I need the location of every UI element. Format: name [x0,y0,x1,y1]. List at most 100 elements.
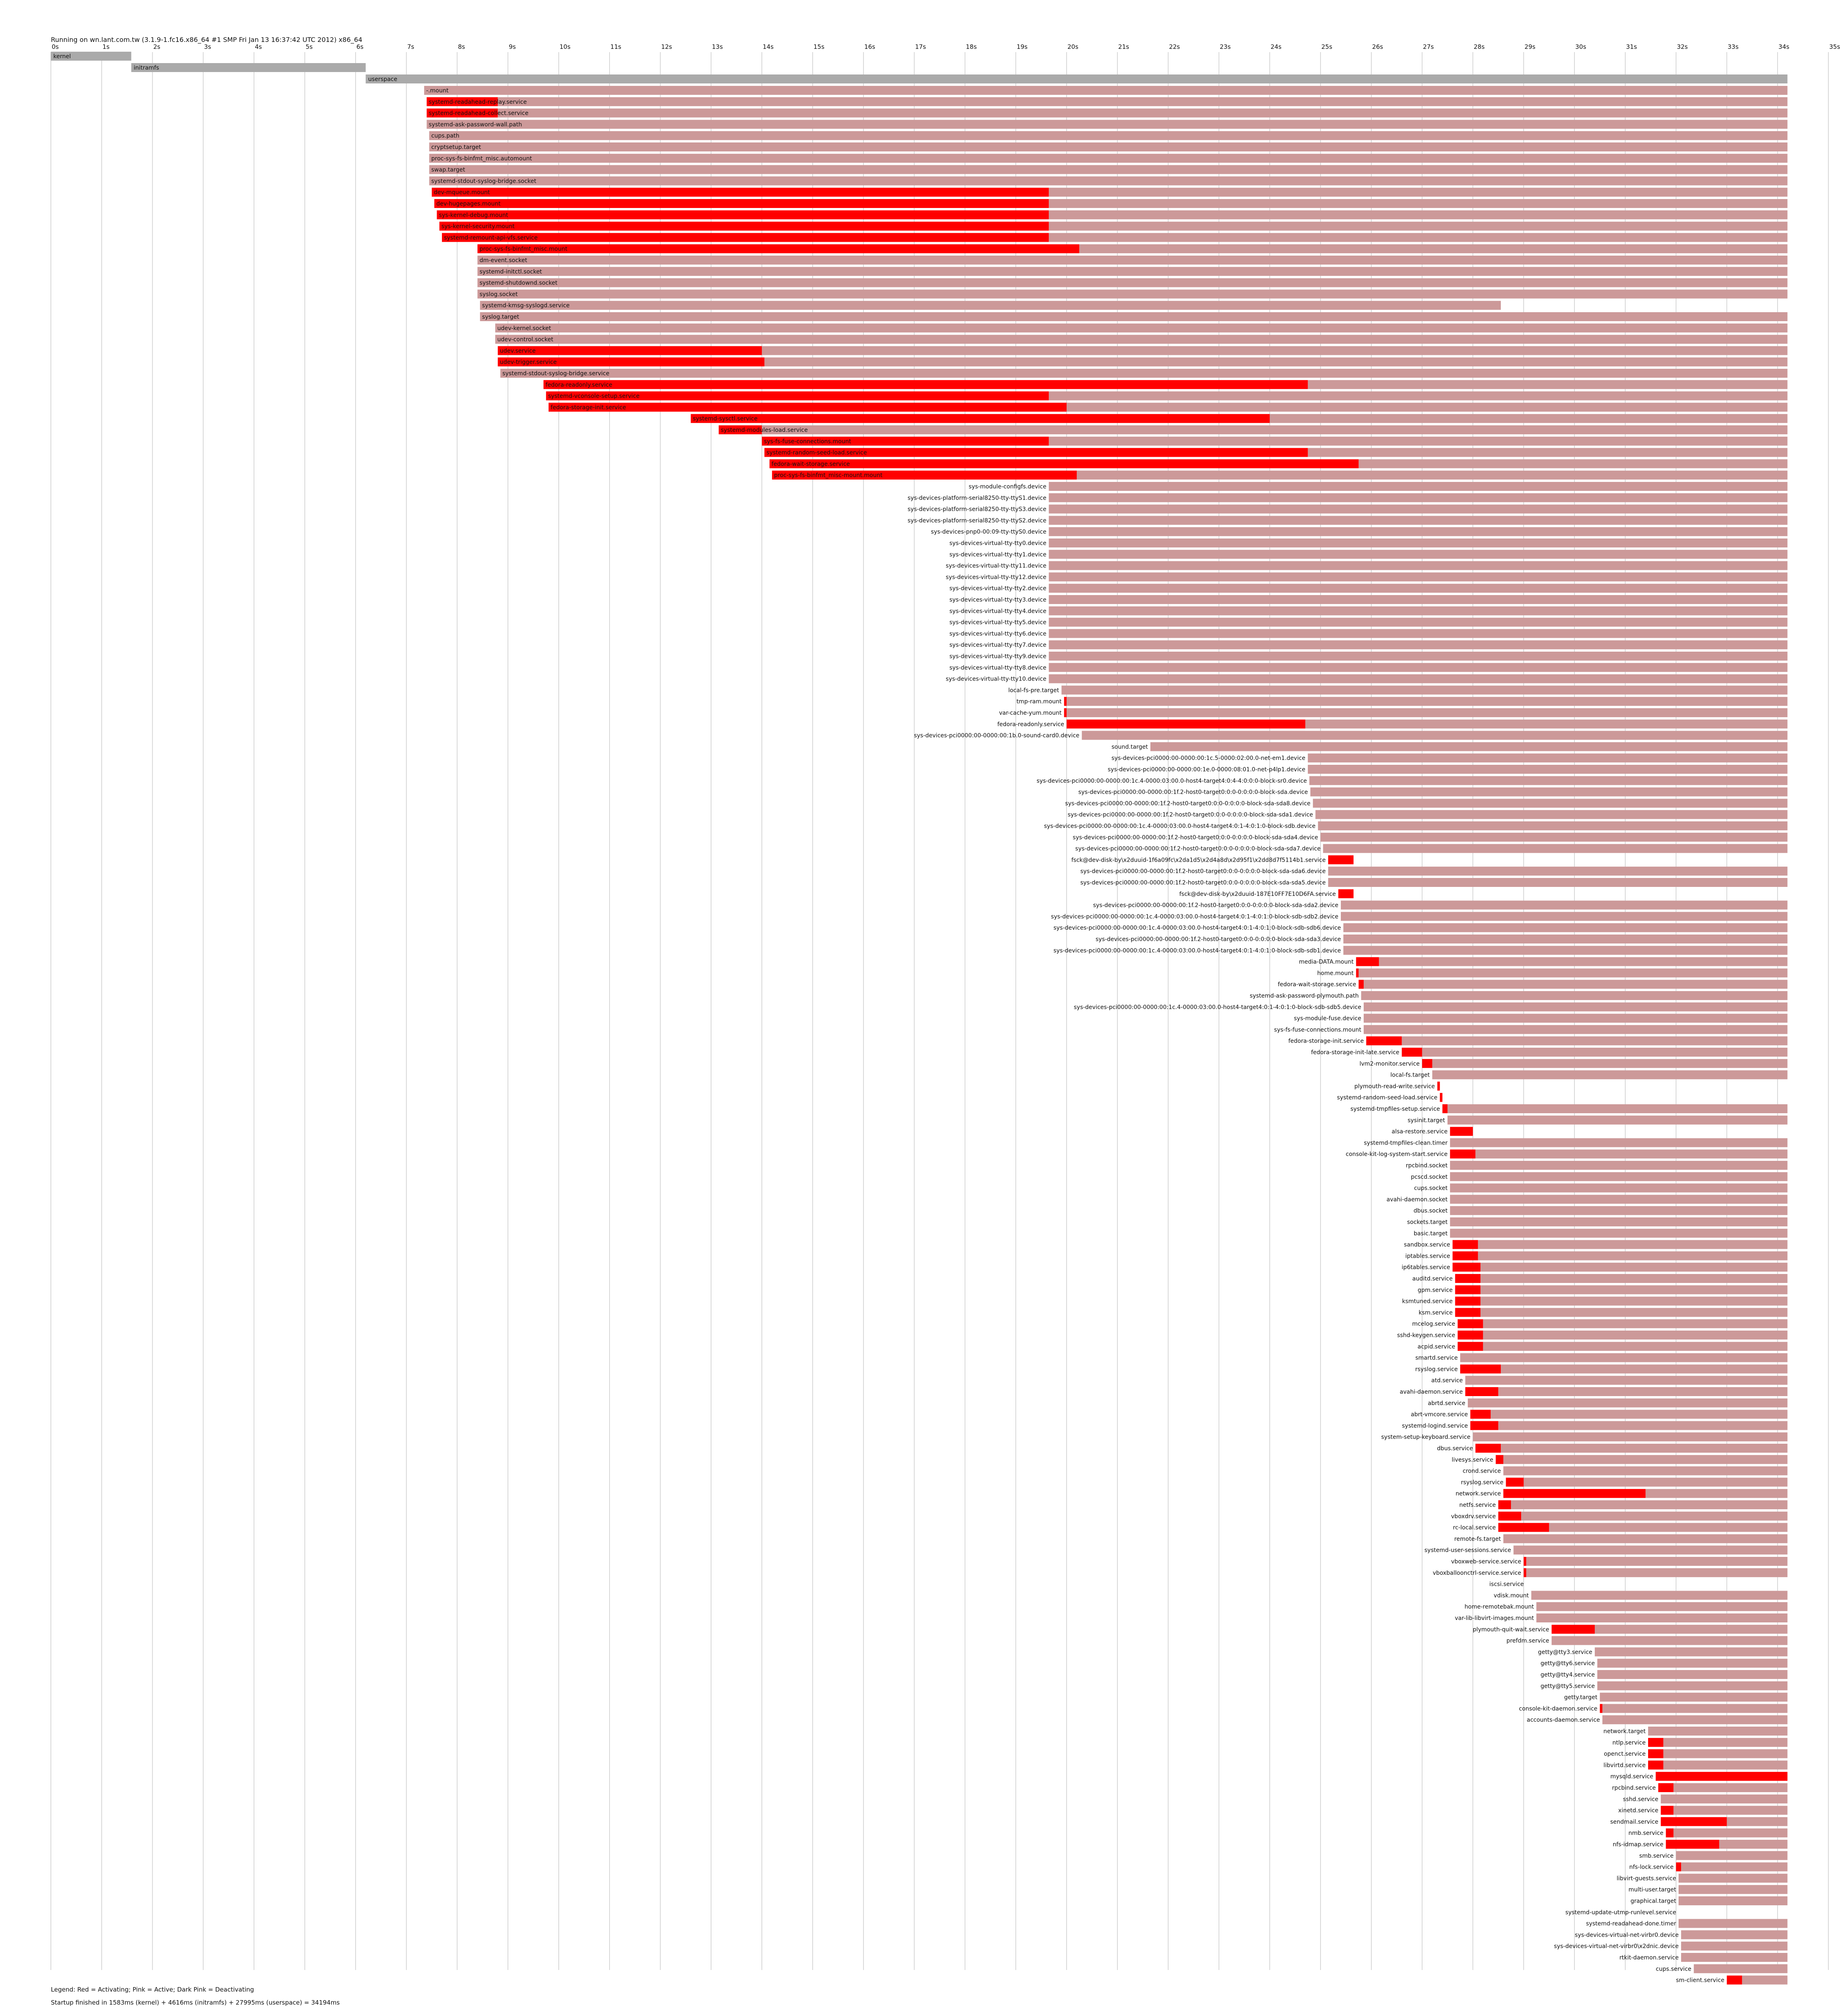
unit-label: sys-devices-pci0000:00-0000:00:1f.2-host… [1080,868,1326,875]
unit-bar-active [1315,810,1788,819]
unit-label: swap.target [431,167,466,173]
unit-label: systemd-readahead-replay.service [429,99,527,105]
unit-label: sys-devices-pci0000:00-0000:00:1c.4-0000… [1074,1004,1361,1011]
unit-bar-active [1049,210,1788,219]
unit-bar-activating [437,210,1049,219]
unit-label: sound.target [1111,744,1148,750]
x-tick-label: 6s [356,43,364,50]
unit-label: network.service [1456,1491,1501,1497]
unit-bar-active [477,289,1788,299]
unit-label: prefdm.service [1506,1638,1549,1644]
unit-bar-active [1602,1704,1788,1713]
unit-label: console-kit-log-system-start.service [1346,1151,1447,1158]
unit-bar-activating [1655,1772,1788,1781]
unit-bar-active [1082,731,1788,740]
unit-bar-active [1676,1851,1788,1860]
unit-bar-active [1321,832,1788,842]
unit-bar-active [1049,538,1788,547]
unit-label: rtkit-daemon.service [1620,1955,1679,1961]
unit-bar-activating [1470,1410,1491,1419]
x-tick-label: 13s [712,43,723,50]
unit-bar-activating [1402,1048,1422,1057]
unit-label: systemd-user-sessions.service [1424,1547,1511,1554]
unit-bar-active [1483,1342,1788,1351]
unit-label: acpid.service [1417,1344,1455,1350]
unit-bar-activating [1661,1806,1674,1815]
unit-label: sys-devices-platform-serial8250-tty-ttyS… [907,506,1046,513]
unit-label: media-DATA.mount [1299,959,1354,965]
unit-bar-activating [1648,1760,1664,1770]
unit-bar-active [1067,708,1788,717]
unit-bar-active [1465,1376,1788,1385]
unit-bar-active [1049,549,1788,559]
unit-label: abrtd.service [1428,1400,1465,1407]
phase-label: userspace [368,76,398,83]
unit-bar-active [1678,1919,1788,1928]
unit-label: libvirt-guests.service [1617,1875,1676,1882]
phase-bar [131,63,366,72]
unit-label: fedora-readonly.service [997,721,1064,728]
unit-label: rsyslog.service [1461,1479,1504,1486]
unit-bar-activating [769,459,1359,468]
unit-bar-active [1049,482,1788,491]
unit-label: sm-client.service [1676,1977,1724,1984]
unit-bar-active [1491,1410,1788,1419]
unit-label: sys-devices-virtual-tty-tty6.device [949,630,1046,637]
unit-bar-active [1318,821,1788,830]
unit-label: systemd-ask-password-plymouth.path [1250,993,1359,999]
unit-bar-active [1049,572,1788,582]
unit-bar-activating [1455,1285,1481,1294]
unit-bar-active [1473,1432,1788,1442]
unit-label: systemd-readahead-done.timer [1586,1921,1676,1927]
chart-legend: Legend: Red = Activating; Pink = Active;… [51,1986,254,1993]
unit-label: network.target [1603,1728,1646,1735]
unit-label: ksmtuned.service [1402,1298,1452,1305]
unit-bar-active [1402,1036,1788,1046]
unit-bar-active [1742,1975,1788,1985]
unit-label: home.mount [1317,970,1354,976]
unit-bar-activating [1658,1783,1674,1792]
unit-bar-active [1645,1489,1788,1498]
unit-bar-activating [543,380,1308,389]
unit-bar-active [1661,1794,1788,1804]
unit-label: dbus.service [1437,1445,1473,1452]
unit-label: systemd-remount-api-vfs.service [444,234,538,241]
x-tick-label: 31s [1626,43,1637,50]
unit-label: systemd-readahead-collect.service [429,110,529,117]
unit-bar-active [1503,1466,1788,1475]
unit-bar-activating [1366,1036,1402,1046]
unit-bar-activating [762,436,1049,446]
unit-bar-active [1049,617,1788,627]
unit-bar-active [1049,391,1788,401]
unit-label: sys-devices-virtual-tty-tty10.device [946,676,1046,683]
unit-bar-active [1678,1885,1788,1894]
unit-bar-active [1049,436,1788,446]
unit-label: vdisk.mount [1494,1592,1529,1599]
unit-bar-activating [1422,1059,1432,1068]
unit-bar-active [1049,584,1788,593]
unit-label: systemd-stdout-syslog-bridge.socket [431,178,537,184]
unit-label: sys-devices-virtual-tty-tty12.device [946,574,1046,580]
unit-bar-active [1511,1500,1788,1509]
unit-label: systemd-tmpfiles-setup.service [1351,1106,1440,1112]
unit-bar-active [1061,685,1788,695]
unit-label: vboxweb-service.service [1451,1559,1521,1565]
unit-bar-activating [1600,1704,1603,1713]
unit-bar-active [1460,1353,1788,1362]
unit-label: var-lib-libvirt-images.mount [1455,1615,1534,1622]
unit-bar-active [1358,968,1788,978]
unit-label: sys-devices-pci0000:00-0000:00:1c.4-0000… [1054,925,1341,931]
unit-label: sys-kernel-debug.mount [439,212,508,219]
unit-label: systemd-logind.service [1402,1423,1468,1429]
unit-bar-active [1480,1274,1788,1283]
unit-bar-active [1503,1534,1788,1543]
unit-bar-active [1450,1206,1788,1215]
unit-bar-active [1049,199,1788,208]
unit-bar-activating [1648,1738,1664,1747]
unit-label: systemd-initctl.socket [479,269,542,275]
unit-label: sys-devices-virtual-tty-tty1.device [949,552,1046,558]
unit-label: gpm.service [1418,1287,1453,1294]
unit-bar-active [477,256,1788,265]
unit-label: sandbox.service [1404,1242,1450,1248]
unit-bar-active [1049,652,1788,661]
